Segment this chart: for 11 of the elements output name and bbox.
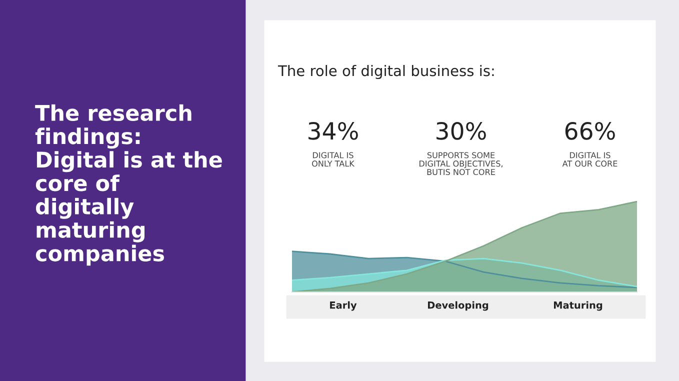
text: Maturing (554, 301, 602, 311)
text: Developing (428, 301, 488, 311)
text: Early (330, 301, 357, 311)
text: 30% (436, 122, 486, 140)
text: DIGITAL IS AT OUR CORE (562, 152, 618, 167)
text: 66% (565, 122, 615, 140)
text: The research findings: Digital is at the core of digitally maturing companies (35, 104, 222, 266)
text: 34% (308, 122, 358, 140)
text: DIGITAL IS ONLY TALK (312, 152, 355, 167)
text: SUPPORTS SOME DIGITAL OBJECTIVES, BUTIS NOT CORE (420, 152, 502, 176)
chart-title: The role of digital business is: (278, 64, 494, 80)
